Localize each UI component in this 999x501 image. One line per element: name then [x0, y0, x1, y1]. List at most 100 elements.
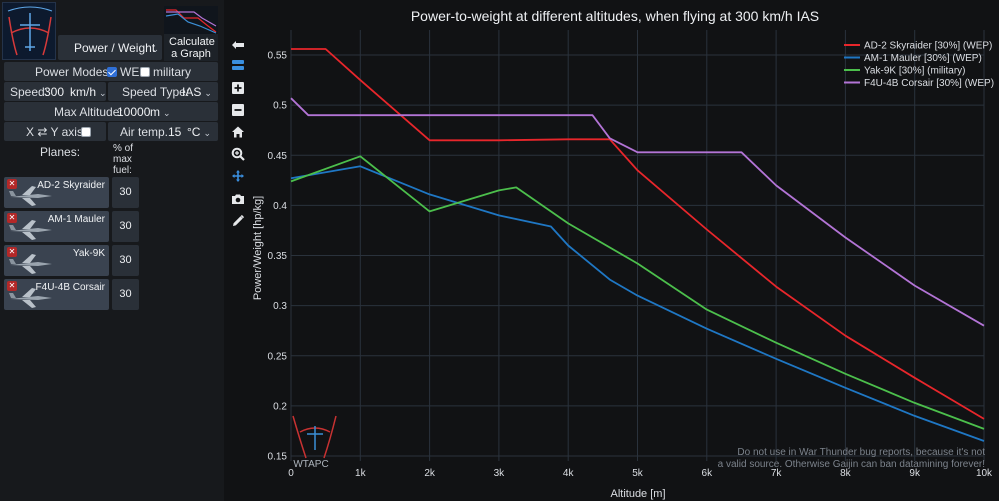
military-label: military: [153, 65, 191, 79]
swap-axis-label: X ⇄ Y axis: [26, 125, 83, 139]
series-line: [290, 97, 985, 327]
zoom-out-icon[interactable]: [231, 103, 245, 117]
military-checkbox[interactable]: military: [138, 65, 191, 79]
logo-mark: [292, 415, 337, 459]
speed-input[interactable]: 300: [44, 85, 65, 99]
layers-icon[interactable]: [231, 58, 245, 72]
x-tick-label: 0: [288, 468, 294, 479]
x-tick-label: 5k: [632, 468, 644, 479]
graph-type-select[interactable]: Power / Weight ⌄: [58, 35, 162, 60]
x-tick-label: 1k: [355, 468, 367, 479]
plane-thumbnail-icon: [9, 288, 52, 308]
max-altitude-row: Max Altitude: 10000 m ⌄: [4, 102, 218, 121]
graph-preview-icon: [164, 6, 218, 34]
fuel-header-line: fuel:: [113, 165, 132, 176]
fuel-input[interactable]: 30: [112, 211, 139, 242]
legend-label: Yak-9K [30%] (military): [864, 66, 966, 77]
pencil-icon[interactable]: [231, 214, 245, 228]
series-line: [290, 155, 985, 430]
control-panel: Power / Weight ⌄ Calculate a Graph Power…: [0, 0, 224, 501]
air-temp-unit: °C: [187, 125, 201, 139]
chevron-down-icon: ⌄: [163, 108, 171, 118]
chevron-down-icon: ⌄: [99, 88, 107, 98]
legend-label: AM-1 Mauler [30%] (WEP): [864, 53, 982, 64]
air-temp-row: Air temp. 15 °C ⌄: [108, 122, 218, 141]
watermark-text: Do not use in War Thunder bug reports, b…: [737, 447, 985, 458]
air-temp-unit-select[interactable]: °C ⌄: [187, 125, 211, 139]
remove-plane-button[interactable]: ✕: [7, 247, 17, 257]
logo-text: WTAPC: [293, 459, 328, 470]
max-altitude-unit: m: [150, 105, 160, 119]
home-icon[interactable]: [231, 125, 245, 139]
y-tick-label: 0.4: [273, 201, 287, 212]
chevron-down-icon: ⌄: [203, 128, 212, 138]
camera-icon[interactable]: [231, 192, 245, 206]
x-tick-label: 4k: [563, 468, 575, 479]
watermark-text: a valid source. Otherwise Gaijin can ban…: [718, 459, 985, 470]
planes-label: Planes:: [40, 145, 81, 159]
speed-label: Speed:: [10, 85, 49, 99]
chart-title: Power-to-weight at different altitudes, …: [411, 8, 819, 24]
fuel-header-line: % of: [113, 143, 134, 154]
fuel-input[interactable]: 30: [112, 177, 139, 208]
remove-plane-button[interactable]: ✕: [7, 179, 17, 189]
x-tick-label: 3k: [494, 468, 506, 479]
app-logo: [2, 2, 56, 60]
x-tick-label: 6k: [702, 468, 714, 479]
zoom-in-icon[interactable]: [231, 81, 245, 95]
plane-name: AD-2 Skyraider: [37, 180, 105, 191]
plane-row[interactable]: ✕ Yak-9K: [4, 245, 109, 276]
logo-mark: [307, 426, 323, 450]
y-tick-label: 0.35: [268, 251, 288, 262]
power-modes-label: Power Modes:: [35, 65, 112, 79]
remove-plane-button[interactable]: ✕: [7, 281, 17, 291]
plane-thumbnail-icon: [9, 186, 52, 206]
y-tick-label: 0.45: [268, 151, 288, 162]
x-tick-label: 10k: [976, 468, 993, 479]
plane-row[interactable]: ✕ AD-2 Skyraider: [4, 177, 109, 208]
max-altitude-input[interactable]: 10000: [117, 105, 151, 119]
power-modes-row: Power Modes: WEP military: [4, 62, 218, 81]
speed-unit-value: km/h: [70, 85, 97, 99]
y-tick-label: 0.3: [273, 301, 287, 312]
fuel-header-line: max: [113, 154, 132, 165]
plane-thumbnail-icon: [9, 254, 52, 274]
plane-row[interactable]: ✕ F4U-4B Corsair: [4, 279, 109, 310]
swap-axis-row: X ⇄ Y axis: [4, 122, 106, 141]
speed-type-value: IAS: [182, 85, 202, 99]
zoom-icon[interactable]: [231, 147, 245, 161]
chevron-down-icon: ⌄: [151, 44, 159, 54]
air-temp-input[interactable]: 15: [168, 125, 182, 139]
y-axis-label: Power/Weight [hp/kg]: [252, 196, 264, 300]
x-tick-label: 8k: [840, 468, 852, 479]
y-tick-label: 0.25: [268, 351, 288, 362]
collapse-icon[interactable]: [231, 38, 245, 52]
plane-name: Yak-9K: [72, 248, 105, 259]
x-axis-label: Altitude [m]: [610, 488, 665, 500]
swap-axis-checkbox[interactable]: [79, 125, 94, 139]
remove-plane-button[interactable]: ✕: [7, 213, 17, 223]
calculate-graph-button[interactable]: Calculate a Graph: [164, 34, 218, 61]
y-tick-label: 0.55: [268, 51, 288, 62]
air-temp-label: Air temp.: [120, 125, 169, 139]
speed-type-select[interactable]: IAS ⌄: [182, 85, 212, 99]
plane-row[interactable]: ✕ AM-1 Mauler: [4, 211, 109, 242]
speed-unit-select[interactable]: km/h ⌄: [70, 85, 107, 99]
plane-name: F4U-4B Corsair: [35, 282, 105, 293]
max-altitude-unit-select[interactable]: m ⌄: [150, 105, 171, 119]
pan-icon[interactable]: [231, 169, 245, 183]
speed-type-label: Speed Type:: [122, 85, 190, 99]
y-tick-label: 0.2: [273, 401, 287, 412]
series-line: [290, 165, 985, 442]
plane-thumbnail-icon: [9, 220, 52, 240]
speed-row: Speed: 300 km/h ⌄: [4, 82, 107, 101]
legend-label: AD-2 Skyraider [30%] (WEP): [864, 41, 992, 52]
x-tick-label: 7k: [771, 468, 783, 479]
y-tick-label: 0.15: [268, 451, 288, 462]
x-tick-label: 2k: [424, 468, 436, 479]
max-altitude-label: Max Altitude:: [54, 105, 123, 119]
fuel-input[interactable]: 30: [112, 245, 139, 276]
fuel-input[interactable]: 30: [112, 279, 139, 310]
x-tick-label: 9k: [909, 468, 921, 479]
